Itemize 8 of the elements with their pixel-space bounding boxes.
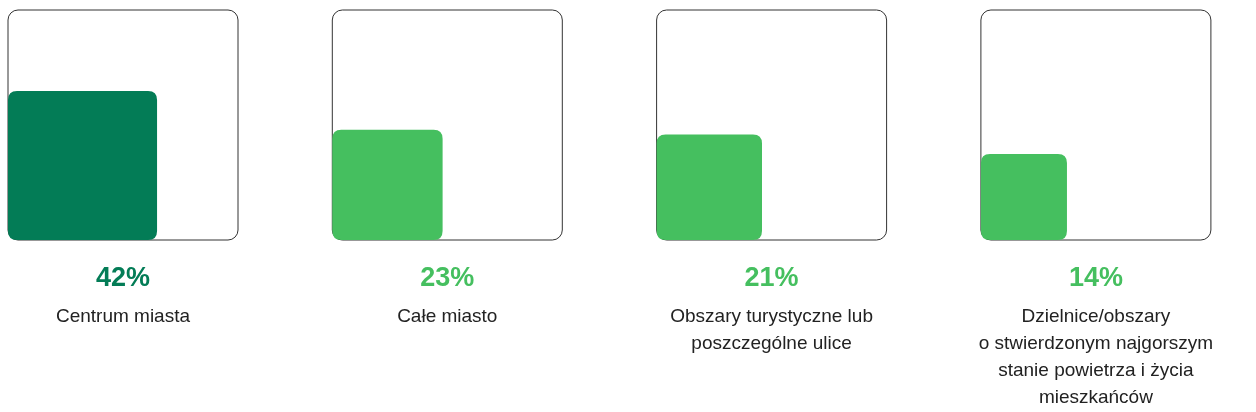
data-label: 23%: [420, 262, 475, 292]
category-label: Dzielnice/obszary o stwierdzonym najgorszym stanie powietrza i życia mieszkańców: [978, 305, 1214, 407]
category-label: Całe miasto: [397, 305, 498, 326]
data-label: 14%: [1068, 262, 1123, 292]
category-label: Obszary turystyczne lub poszczególne ulice: [670, 305, 873, 353]
data-label: 21%: [744, 262, 799, 292]
data-label: 42%: [95, 262, 151, 292]
category-label: Centrum miasta: [55, 305, 191, 326]
